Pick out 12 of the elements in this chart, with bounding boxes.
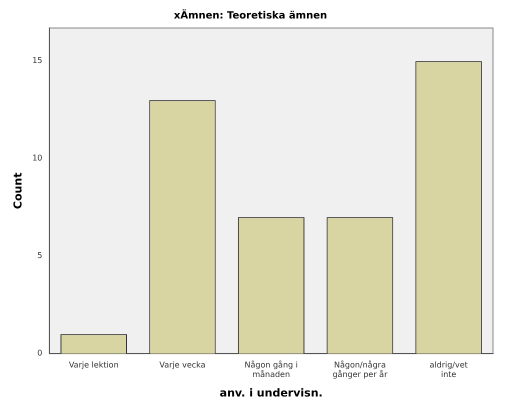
x-tick-label: Varje vecka: [159, 360, 206, 370]
x-tick-label: Någon gång i månaden: [244, 359, 298, 380]
x-tick-label: aldrig/vet inte: [429, 360, 468, 380]
y-tick-label: 15: [32, 56, 42, 66]
y-tick-label: 0: [37, 348, 42, 358]
y-axis-title: Count: [11, 172, 24, 210]
y-tick-label: 5: [37, 251, 42, 260]
chart-title: xÄmnen: Teoretiska ämnen: [174, 8, 328, 22]
x-tick-label: Varje lektion: [68, 360, 119, 370]
x-tick-label: Någon/några gånger per år: [332, 359, 388, 380]
y-tick-label: 10: [32, 154, 42, 163]
x-axis-title: anv. i undervisn.: [220, 386, 323, 400]
